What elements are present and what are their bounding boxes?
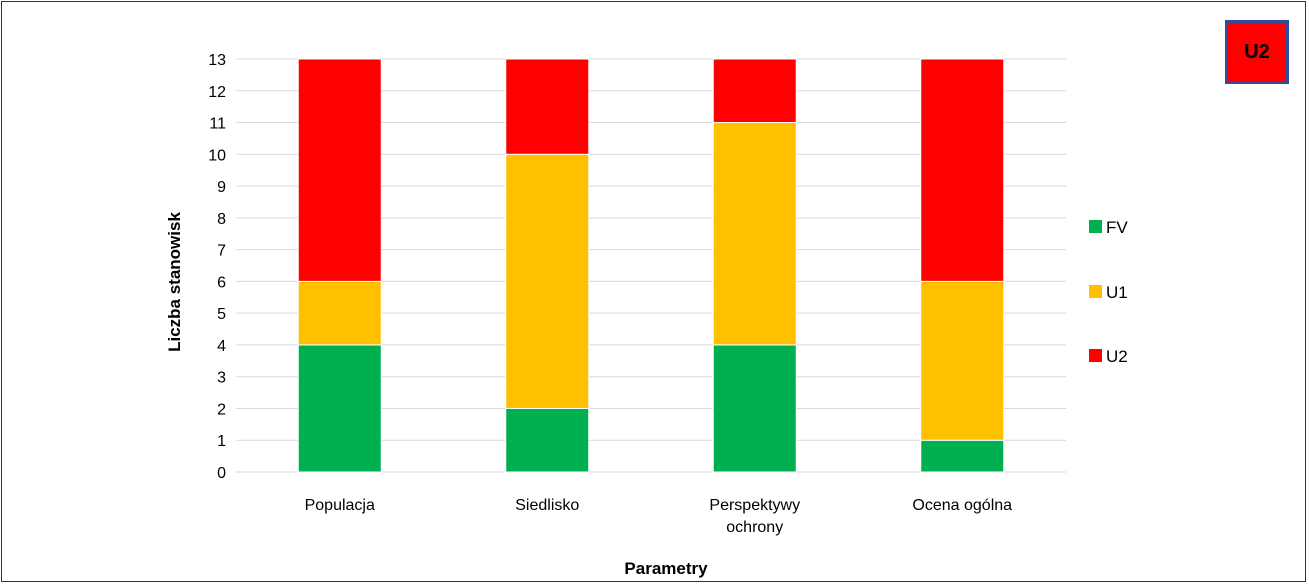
y-tick-label: 11 — [209, 116, 226, 133]
legend-label: U2 — [1106, 347, 1128, 366]
bar-segment-u2 — [920, 58, 1005, 282]
x-tick-label-line: Ocena ogólna — [912, 497, 1012, 514]
x-tick-label: Perspektywy ochrony — [709, 497, 800, 536]
y-tick-label: 4 — [217, 338, 226, 355]
legend-swatch — [1089, 349, 1102, 362]
legend-item-u2: U2 — [1089, 347, 1128, 366]
bar-segment-u2 — [505, 58, 590, 155]
y-tick-label: 9 — [217, 179, 226, 196]
y-tick-label: 0 — [217, 465, 226, 482]
x-axis-title: Parametry — [624, 559, 708, 578]
bar-segment-u1 — [297, 280, 382, 346]
bar-segment-u1 — [920, 280, 1005, 441]
bar-segment-fv — [297, 344, 382, 473]
bar-segment-fv — [505, 407, 590, 473]
y-tick-label: 3 — [217, 370, 226, 387]
bar-segment-u1 — [505, 153, 590, 409]
y-tick-label: 13 — [208, 52, 226, 69]
bar-segment-u2 — [297, 58, 382, 282]
legend-item-fv: FV — [1089, 218, 1128, 237]
legend-swatch — [1089, 285, 1102, 298]
legend-label: U1 — [1106, 283, 1128, 302]
x-tick-label-line: Perspektywy — [709, 497, 800, 514]
bar-segment-u1 — [712, 122, 797, 346]
status-badge: U2 — [1225, 20, 1289, 84]
x-tick-label-line: Siedlisko — [515, 497, 579, 514]
y-tick-label: 5 — [217, 306, 226, 323]
bars — [297, 58, 1005, 473]
legend-label: FV — [1106, 218, 1128, 237]
x-tick-label-line: Populacja — [305, 497, 375, 514]
y-tick-label: 10 — [208, 147, 226, 164]
x-tick-label-line: ochrony — [726, 519, 783, 536]
y-tick-label: 8 — [217, 211, 226, 228]
x-axis-ticks: Populacja Siedlisko Perspektywy ochrony Ocen… — [305, 497, 1013, 536]
y-tick-label: 6 — [217, 274, 226, 291]
x-tick-label: Ocena ogólna — [912, 497, 1012, 514]
legend: FV U1 U2 — [1089, 218, 1128, 366]
y-tick-label: 12 — [208, 84, 226, 101]
x-tick-label: Siedlisko — [515, 497, 579, 514]
bar-segment-fv — [920, 439, 1005, 473]
bar-segment-fv — [712, 344, 797, 473]
y-tick-label: 1 — [217, 433, 226, 450]
y-tick-label: 2 — [217, 401, 226, 418]
legend-item-u1: U1 — [1089, 283, 1128, 302]
y-tick-label: 7 — [217, 243, 226, 260]
x-tick-label: Populacja — [305, 497, 375, 514]
legend-swatch — [1089, 220, 1102, 233]
bar-segment-u2 — [712, 58, 797, 124]
y-axis-title: Liczba stanowisk — [165, 212, 184, 352]
